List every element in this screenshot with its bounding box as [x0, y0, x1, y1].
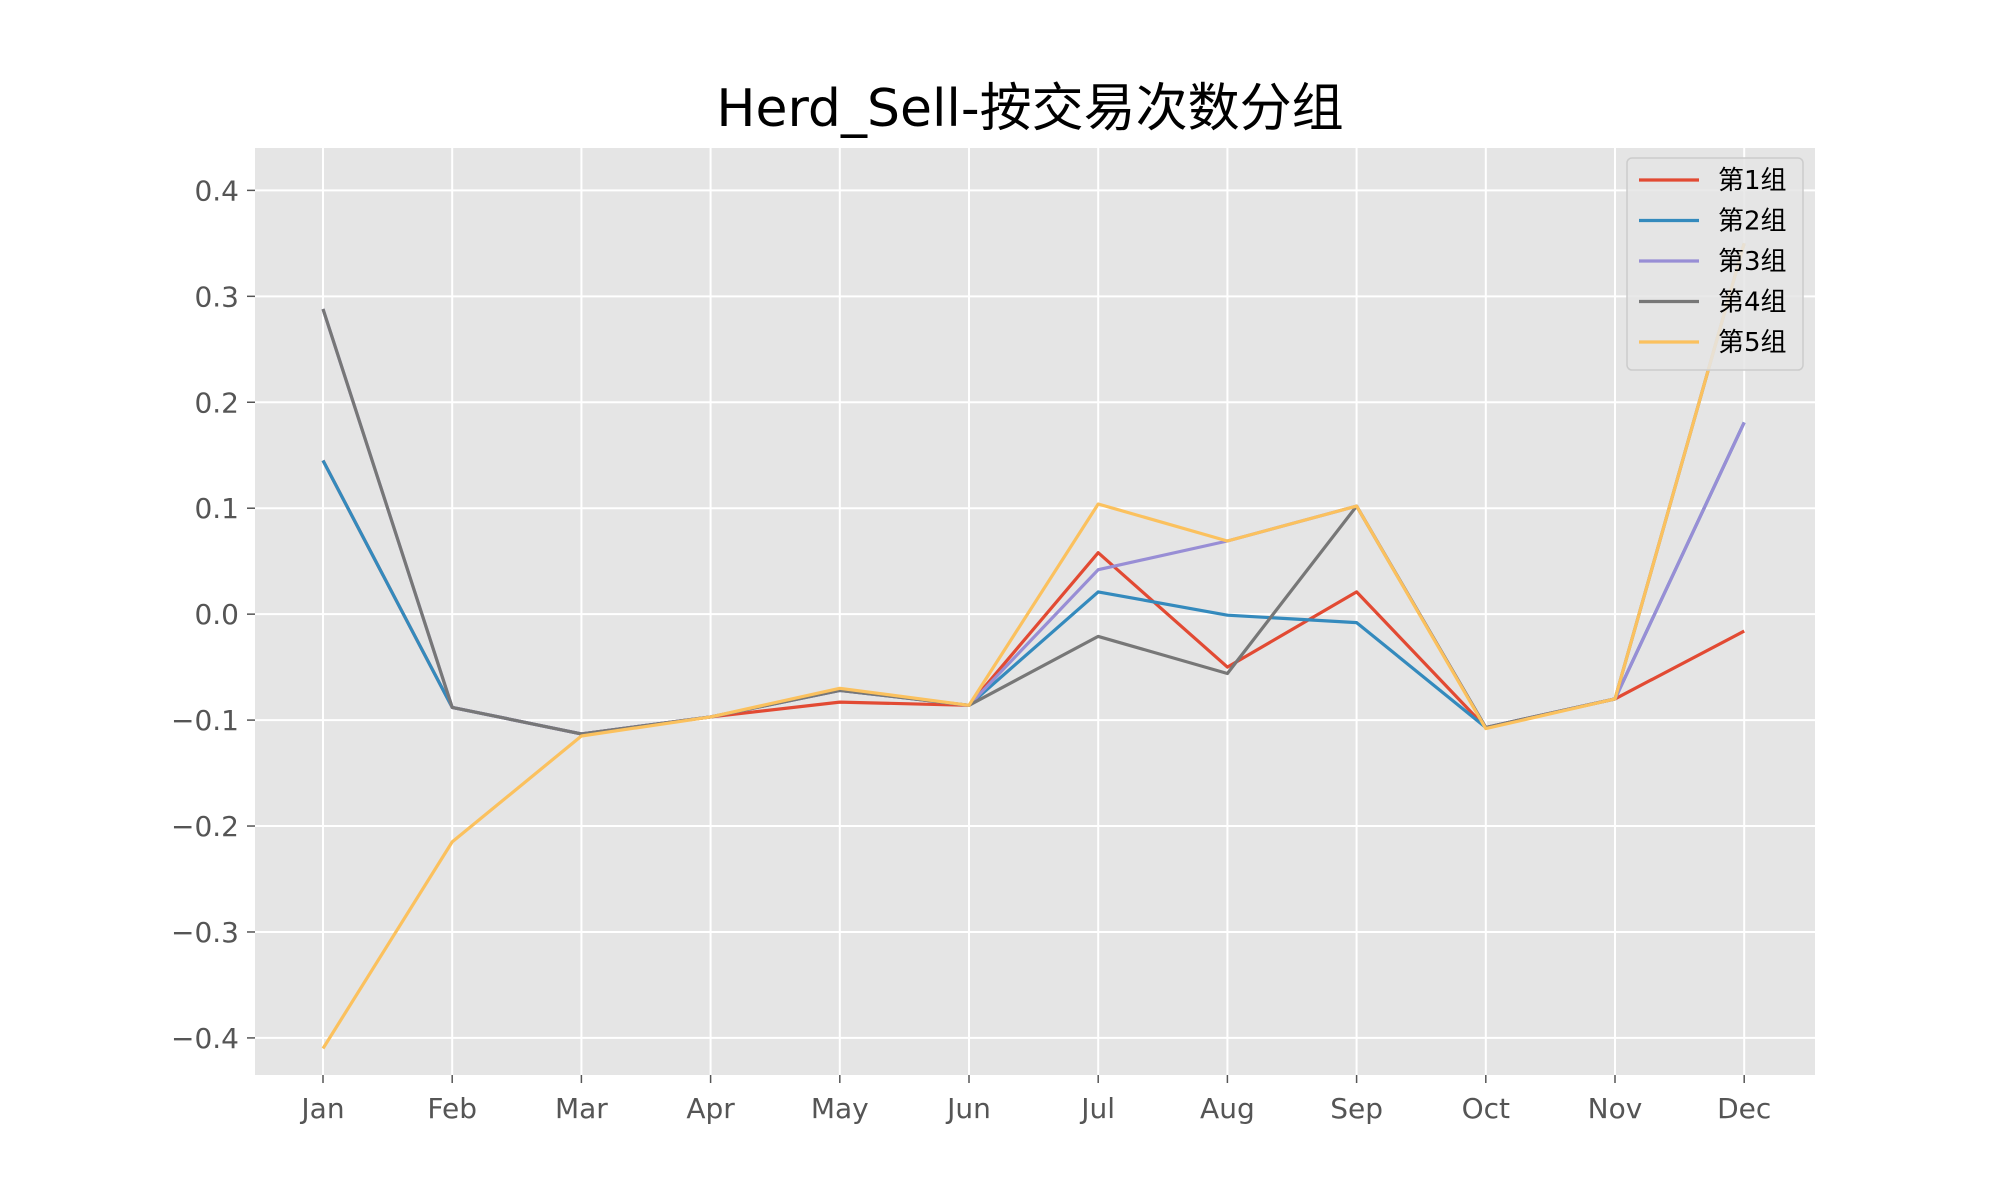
y-tick-label: −0.1 — [171, 704, 239, 737]
x-tick-label: Jan — [299, 1092, 344, 1125]
x-tick-label: Mar — [555, 1092, 608, 1125]
legend-frame — [1626, 157, 1804, 371]
y-tick-label: 0.3 — [194, 280, 239, 313]
x-tick-label: Jul — [1079, 1092, 1115, 1125]
legend-label: 第4组 — [1718, 288, 1787, 318]
x-tick-label: Feb — [427, 1092, 477, 1125]
x-tick-label: May — [811, 1092, 869, 1125]
y-tick-label: −0.2 — [171, 810, 239, 843]
x-tick-label: Nov — [1588, 1092, 1643, 1125]
chart-title: Herd_Sell-按交易次数分组 — [716, 79, 1343, 139]
legend-label: 第3组 — [1718, 247, 1787, 277]
legend-label: 第1组 — [1718, 166, 1787, 196]
legend-label: 第2组 — [1718, 207, 1787, 237]
plot-area — [255, 148, 1815, 1075]
x-tick-label: Apr — [686, 1092, 735, 1125]
y-tick-label: 0.4 — [194, 174, 239, 207]
x-tick-label: Sep — [1330, 1092, 1383, 1125]
x-tick-label: Dec — [1717, 1092, 1771, 1125]
x-axis: Jan Feb Mar Apr May Jun Jul Aug Sep Oct Nov Dec — [299, 1075, 1771, 1125]
y-axis: −0.4 −0.3 −0.2 −0.1 0.0 0.1 0.2 0.3 0.4 — [171, 174, 255, 1055]
y-tick-label: −0.4 — [171, 1022, 239, 1055]
x-tick-label: Aug — [1200, 1092, 1255, 1125]
y-tick-label: 0.1 — [194, 492, 239, 525]
legend-label: 第5组 — [1718, 328, 1787, 358]
x-tick-label: Oct — [1462, 1092, 1510, 1125]
y-tick-label: 0.2 — [194, 386, 239, 419]
y-tick-label: −0.3 — [171, 916, 239, 949]
x-tick-label: Jun — [945, 1092, 991, 1125]
series-lines — [321, 242, 1746, 1050]
series-line-5 — [321, 242, 1746, 1050]
y-tick-label: 0.0 — [194, 598, 239, 631]
